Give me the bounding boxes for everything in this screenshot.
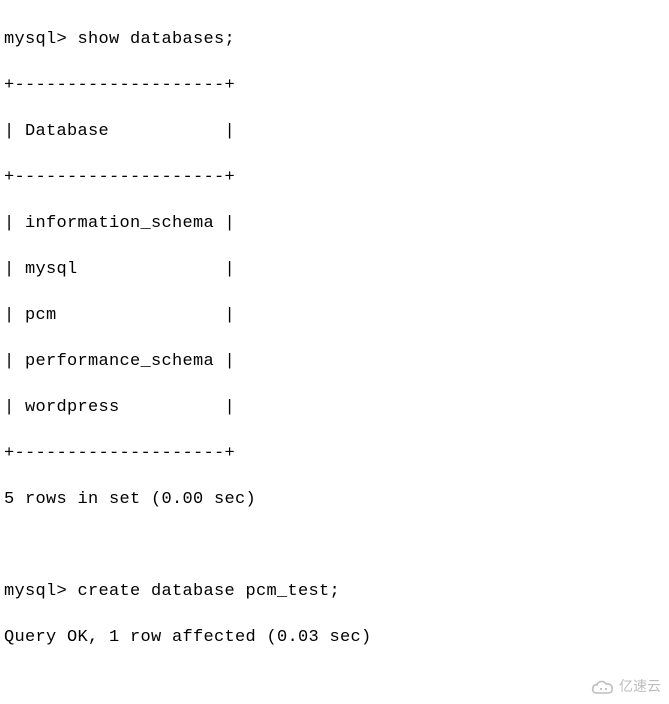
table-row: | information_schema | (4, 212, 669, 235)
sql-command: create database pcm_test; (78, 582, 341, 601)
blank-line (4, 672, 669, 695)
table-border-mid: +--------------------+ (4, 166, 669, 189)
watermark-text: 亿速云 (619, 675, 661, 698)
table-row: | wordpress | (4, 396, 669, 419)
mysql-terminal: mysql> show databases; +----------------… (0, 0, 669, 704)
watermark: 亿速云 (591, 675, 661, 698)
result-summary: 5 rows in set (0.00 sec) (4, 488, 669, 511)
table-header: | Database | (4, 120, 669, 143)
table-row: | mysql | (4, 258, 669, 281)
table-border-bottom: +--------------------+ (4, 442, 669, 465)
blank-line (4, 534, 669, 557)
table-row: | pcm | (4, 304, 669, 327)
mysql-prompt: mysql> (4, 30, 78, 49)
sql-command: show databases; (78, 30, 236, 49)
table-border-top: +--------------------+ (4, 74, 669, 97)
cmd-line-2: mysql> create database pcm_test; (4, 580, 669, 603)
mysql-prompt: mysql> (4, 582, 78, 601)
cloud-icon (591, 679, 615, 695)
result-summary: Query OK, 1 row affected (0.03 sec) (4, 626, 669, 649)
table-row: | performance_schema | (4, 350, 669, 373)
cmd-line-1: mysql> show databases; (4, 28, 669, 51)
